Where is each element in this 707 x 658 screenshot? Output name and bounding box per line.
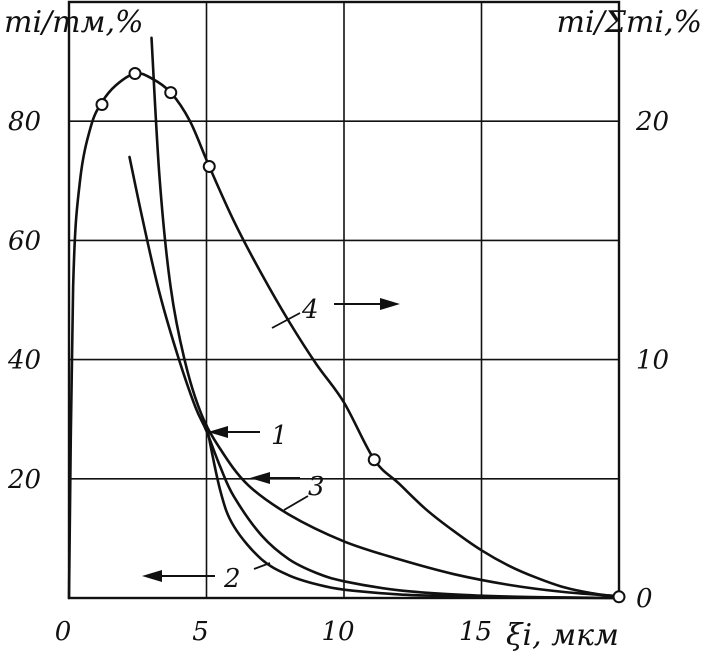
- y-right-tick-label: 10: [636, 346, 669, 376]
- curve-layer: [67, 36, 621, 600]
- y-left-tick-label: 60: [8, 226, 41, 256]
- curve-label-4: 4: [301, 295, 319, 325]
- data-point-curve-4: [612, 590, 626, 604]
- curve-1: [150, 36, 621, 598]
- leader-curve-2: [253, 562, 271, 570]
- curve-2: [205, 423, 621, 600]
- x-axis-title: ξi, мкм: [506, 618, 619, 653]
- y-left-tick-label: 40: [7, 346, 41, 376]
- y-right-axis-title: mi/Σmi,%: [557, 5, 702, 40]
- plot-frame: [67, 0, 621, 600]
- data-point-curve-4: [128, 67, 142, 81]
- arrow-head-curve-4: [380, 298, 400, 310]
- x-tick-label: 10: [321, 617, 354, 647]
- annotation-curve-1: 1: [208, 421, 288, 451]
- annotation-curve-3: 3: [250, 472, 325, 511]
- arrow-head-curve-3: [250, 472, 270, 484]
- annotation-curve-4: 4: [271, 295, 400, 329]
- x-tick-label: 15: [459, 617, 492, 647]
- leader-curve-4: [271, 312, 301, 329]
- grid-layer: [69, 2, 619, 598]
- annotation-curve-2: 2: [142, 562, 271, 594]
- data-point-curve-4: [95, 98, 109, 112]
- data-point-curve-4: [202, 159, 216, 173]
- curve-label-1: 1: [271, 421, 288, 451]
- marker-layer: [95, 67, 626, 604]
- x-tick-label: 0: [55, 617, 72, 647]
- y-left-axis-title: mi/mм,%: [4, 5, 144, 40]
- data-point-curve-4: [164, 86, 178, 100]
- y-left-tick-label: 20: [7, 465, 41, 495]
- curve-4: [67, 71, 621, 600]
- data-point-curve-4: [367, 453, 381, 467]
- curve-label-2: 2: [223, 564, 241, 594]
- leader-curve-3: [283, 495, 309, 511]
- tick-layer: 0 5 10 15 20 40 60 80 0 10 20: [7, 107, 669, 647]
- curve-3: [128, 155, 621, 600]
- y-left-tick-label: 80: [8, 107, 41, 137]
- y-right-tick-label: 20: [635, 107, 669, 137]
- x-tick-label: 5: [192, 617, 209, 647]
- arrow-head-curve-1: [208, 426, 228, 438]
- curve-label-3: 3: [308, 472, 325, 502]
- y-right-tick-label: 0: [636, 584, 653, 614]
- arrow-head-curve-2: [142, 570, 162, 582]
